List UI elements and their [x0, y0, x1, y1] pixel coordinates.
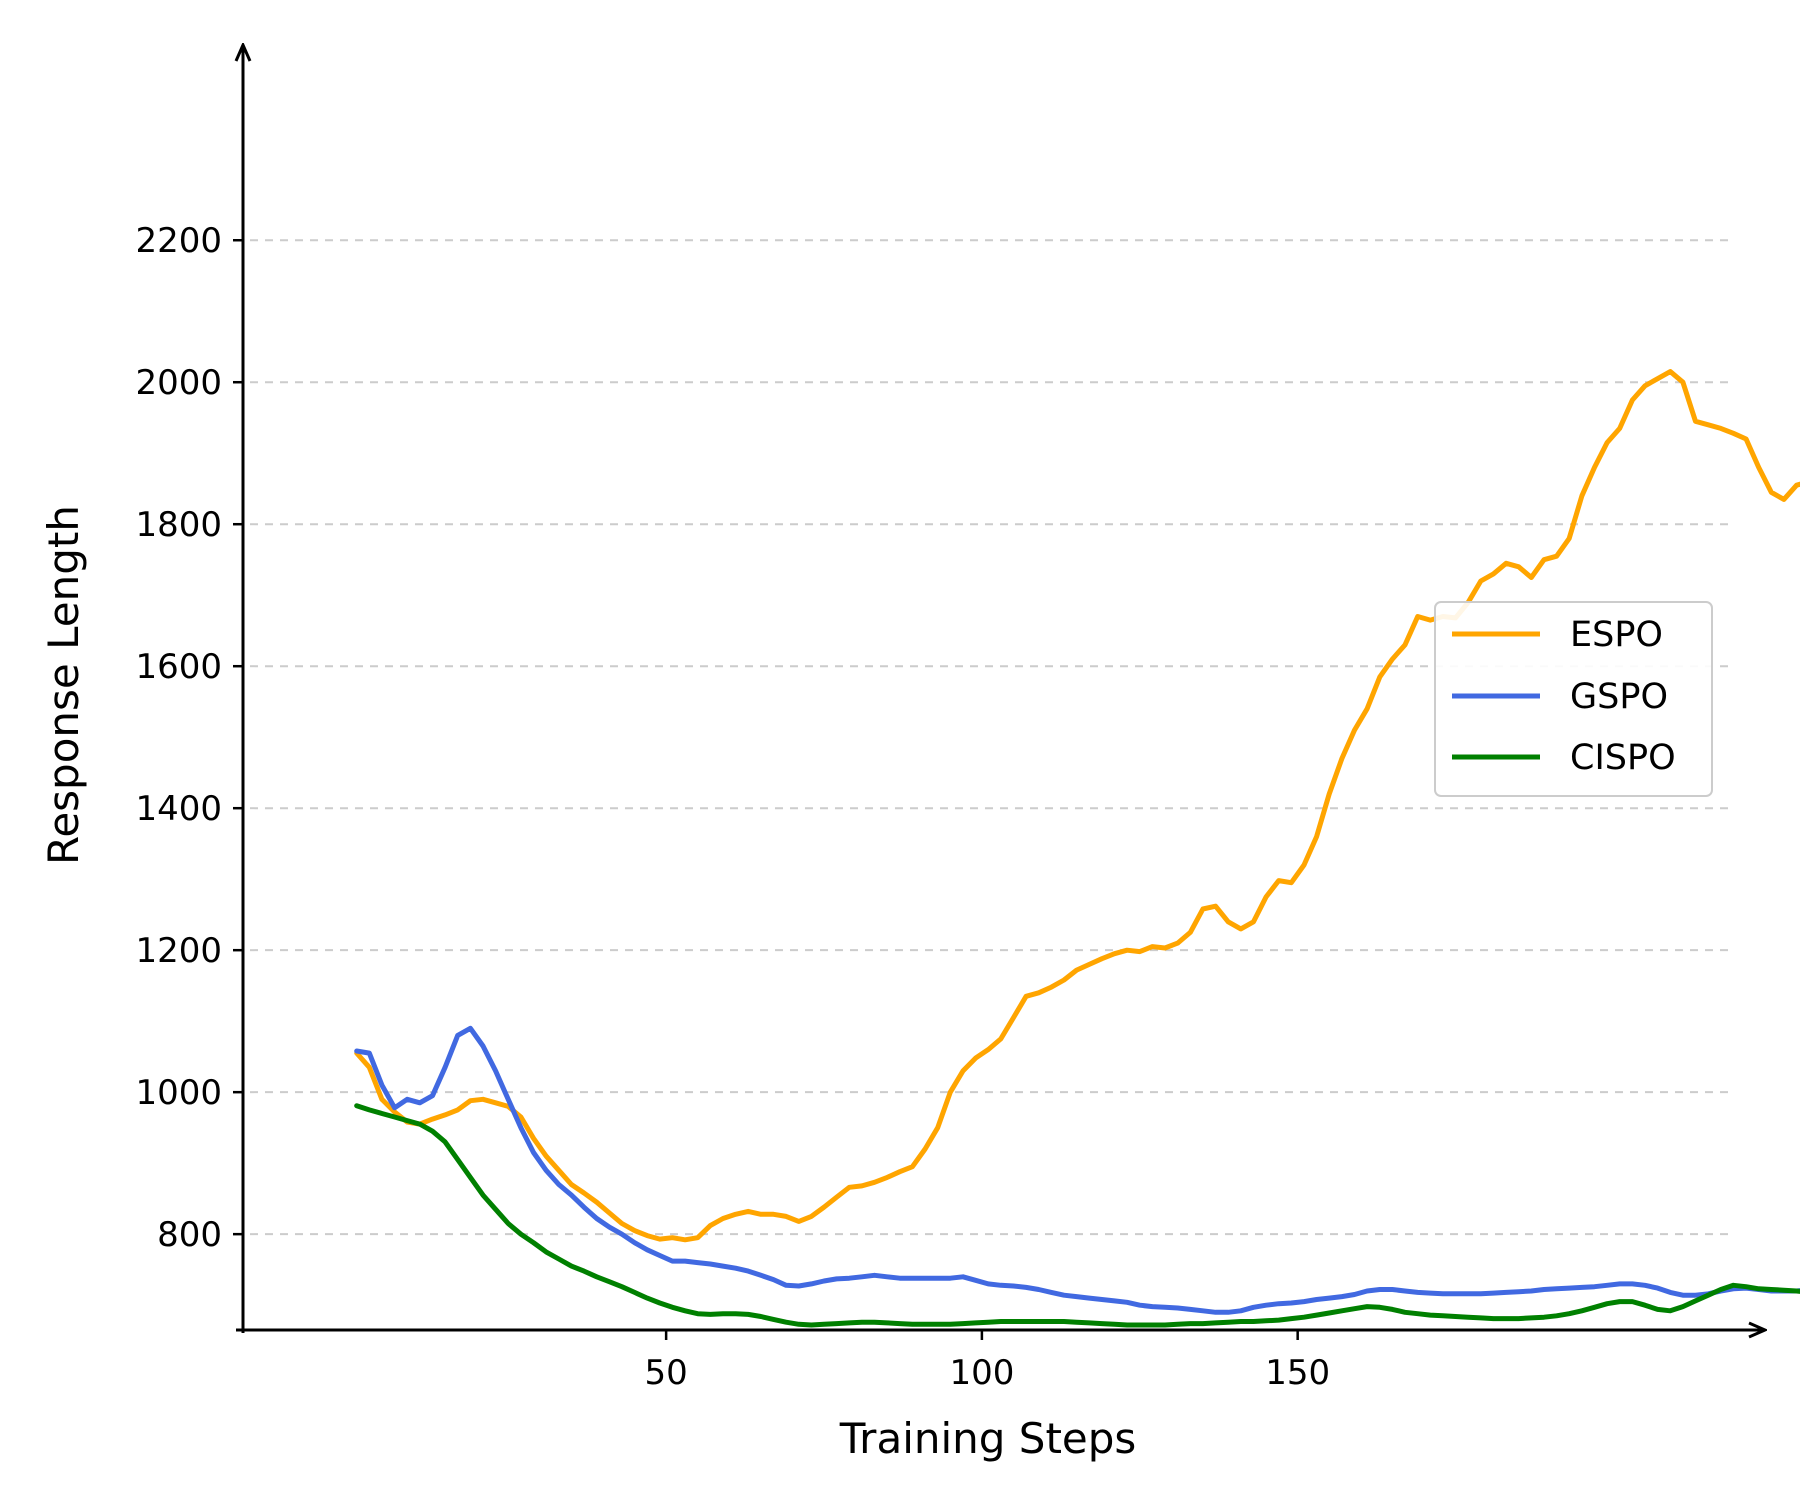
series-line-gspo	[354, 1025, 1800, 1315]
y-tick-label-1200: 1200	[135, 931, 222, 971]
x-axis-title: Training Steps	[839, 1414, 1137, 1463]
series-layer	[354, 369, 1800, 1328]
legend-label-cispo: CISPO	[1570, 738, 1676, 778]
legend-label-espo: ESPO	[1570, 615, 1663, 655]
series-line-cispo	[354, 1103, 1800, 1328]
legend-box	[1434, 601, 1713, 797]
x-ticks: 50 100 150	[644, 1330, 1330, 1393]
y-tick-label-1000: 1000	[135, 1073, 222, 1113]
legend-label-gspo: GSPO	[1570, 677, 1668, 717]
y-tick-label-1800: 1800	[135, 505, 222, 545]
y-tick-label-2200: 2200	[135, 221, 222, 261]
x-tick-label-100: 100	[949, 1353, 1014, 1393]
x-tick-label-150: 150	[1265, 1353, 1330, 1393]
y-tick-label-800: 800	[157, 1215, 222, 1255]
series-line-espo	[354, 369, 1800, 1243]
legend: ESPO GSPO CISPO	[1434, 601, 1713, 797]
axes	[236, 45, 1765, 1333]
gridlines	[250, 239, 1735, 1236]
x-tick-label-50: 50	[644, 1353, 687, 1393]
y-tick-label-2000: 2000	[135, 363, 222, 403]
y-tick-label-1400: 1400	[135, 789, 222, 829]
y-tick-label-1600: 1600	[135, 647, 222, 687]
y-ticks: 800 1000 1200 1400 1600 1800 2000 2200	[135, 221, 243, 1255]
y-axis-title: Response Length	[39, 505, 88, 865]
